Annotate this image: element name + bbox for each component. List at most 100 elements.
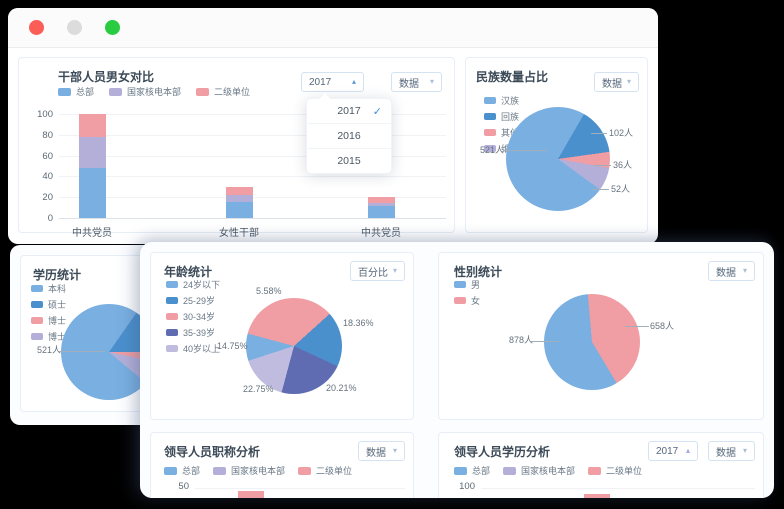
legend-item[interactable]: 二级单位 [298, 464, 352, 477]
window-titlebar[interactable] [8, 8, 658, 48]
data-dropdown[interactable]: 数据 ▾ [708, 261, 755, 281]
legend-swatch [31, 317, 43, 324]
data-dropdown[interactable]: 数据 ▾ [391, 72, 442, 92]
legend-item[interactable]: 24岁以下 [166, 278, 220, 291]
legend-item[interactable]: 总部 [164, 464, 200, 477]
legend-label: 二级单位 [606, 466, 643, 476]
percent-dropdown-value: 百分比 [358, 267, 388, 279]
legend-item[interactable]: 博士后 [31, 330, 75, 343]
legend-label: 本科 [48, 284, 67, 294]
legend-label: 总部 [182, 466, 201, 476]
chevron-up-icon: ▴ [685, 446, 690, 455]
chevron-down-icon: ▾ [626, 77, 631, 86]
legend-item[interactable]: 40岁以上 [166, 342, 220, 355]
legend-swatch [454, 466, 467, 475]
year-dropdown-value: 2017 [656, 445, 679, 457]
legend-item[interactable]: 汉族 [484, 94, 519, 107]
legend-swatch [166, 329, 178, 336]
legend-swatch [164, 466, 177, 475]
legend-swatch [588, 466, 602, 475]
close-button[interactable] [29, 20, 44, 35]
pie-value-label: 36人 [613, 160, 633, 170]
legend-label: 30-34岁 [183, 312, 216, 322]
legend-item[interactable]: 国家核电本部 [213, 464, 285, 477]
legend-label: 硕士 [48, 300, 67, 310]
legend-item[interactable]: 30-34岁 [166, 310, 220, 323]
year-dropdown[interactable]: 2017 ▴ [301, 72, 364, 92]
category-label: 中共党员 [361, 228, 401, 239]
card-title: 干部人员男女对比 [58, 70, 155, 84]
bar-segment [78, 114, 106, 137]
legend-label: 汉族 [501, 96, 520, 106]
year-dropdown[interactable]: 2017 ▴ [648, 441, 698, 461]
legend-swatch [166, 281, 178, 288]
legend-item[interactable]: 其他 [484, 126, 519, 139]
card-title: 学历统计 [33, 268, 82, 282]
data-dropdown[interactable]: 数据 ▾ [358, 441, 405, 461]
data-dropdown[interactable]: 数据 ▾ [708, 441, 755, 461]
gridline [59, 197, 446, 199]
menu-item-2015[interactable]: 2015 [307, 148, 391, 173]
leader-line [503, 150, 547, 151]
legend-item[interactable]: 35-39岁 [166, 326, 220, 339]
legend-item[interactable]: 二级单位 [196, 85, 250, 98]
legend-item[interactable]: 硕士 [31, 298, 75, 311]
legend-swatch [166, 313, 178, 320]
legend-label: 总部 [76, 87, 95, 97]
legend-swatch [196, 87, 210, 96]
legend-swatch [31, 333, 43, 340]
y-tick-label: 100 [459, 481, 475, 492]
data-dropdown-value: 数据 [716, 447, 736, 459]
legend-swatch [58, 87, 71, 96]
y-tick-label: 40 [42, 171, 53, 183]
minimize-button[interactable] [67, 20, 82, 35]
legend-swatch [298, 466, 312, 475]
legend-label: 回族 [501, 112, 520, 122]
pie-value-label: 20.21% [326, 383, 357, 393]
legend-swatch [484, 113, 496, 120]
pie-value-label: 18.36% [343, 318, 374, 328]
legend-item[interactable]: 总部 [454, 464, 490, 477]
pie-value-label: 102人 [609, 128, 634, 138]
legend-item[interactable]: 回族 [484, 110, 519, 123]
gridline [59, 114, 446, 115]
legend-swatch [454, 297, 466, 304]
chevron-down-icon: ▾ [429, 77, 434, 86]
legend-item[interactable]: 博士 [31, 314, 75, 327]
legend-item[interactable]: 总部 [58, 85, 94, 98]
legend-label: 40岁以上 [183, 344, 221, 354]
data-dropdown-value: 数据 [399, 78, 419, 90]
category-label: 女性干部 [219, 228, 259, 239]
bar-segment [225, 186, 253, 196]
percent-dropdown[interactable]: 百分比 ▾ [350, 261, 405, 281]
legend-swatch [166, 345, 178, 352]
menu-item-2016[interactable]: 2016 [307, 123, 391, 148]
legend-item[interactable]: 25-29岁 [166, 294, 220, 307]
top-window: 干部人员男女对比 2017 ▴ 数据 ▾ 总部 国家核电本部 二级单位 0 20 40 6… [8, 8, 658, 244]
legend-label: 二级单位 [214, 87, 251, 97]
legend-item[interactable]: 二级单位 [588, 464, 642, 477]
leader-line [592, 189, 609, 190]
legend-label: 国家核电本部 [521, 466, 576, 476]
legend-item[interactable]: 国家核电本部 [503, 464, 575, 477]
maximize-button[interactable] [105, 20, 120, 35]
menu-item-2017[interactable]: 2017 ✓ [337, 105, 382, 118]
legend-item[interactable]: 本科 [31, 282, 75, 295]
y-tick-label: 80 [42, 129, 53, 141]
y-tick-label: 60 [42, 150, 53, 162]
year-dropdown-value: 2017 [309, 76, 332, 88]
pie-value-label: 521人 [480, 145, 505, 155]
legend-item[interactable]: 男 [454, 278, 480, 291]
chevron-down-icon: ▾ [392, 446, 397, 455]
pie-value-label: 658人 [650, 321, 675, 331]
chart-legend: 男女 [454, 278, 480, 307]
data-dropdown[interactable]: 数据 ▾ [594, 72, 639, 92]
pie-value-label: 521人 [37, 345, 62, 355]
legend-item[interactable]: 女 [454, 294, 480, 307]
data-dropdown-value: 数据 [716, 267, 736, 279]
card-title: 性别统计 [454, 265, 503, 279]
gridline [59, 218, 446, 219]
legend-swatch [484, 97, 496, 104]
legend-item[interactable]: 国家核电本部 [109, 85, 181, 98]
